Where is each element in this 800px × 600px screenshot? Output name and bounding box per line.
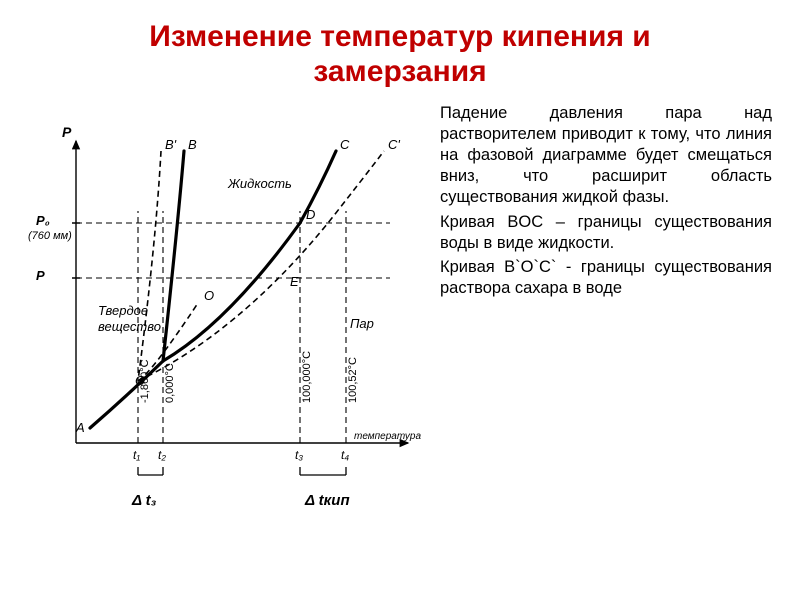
page-title: Изменение температур кипения и замерзани… [28, 20, 772, 89]
svg-text:(760 мм): (760 мм) [28, 230, 72, 242]
svg-text:t₄: t₄ [341, 448, 349, 462]
svg-text:100,52°C: 100,52°C [347, 357, 359, 403]
title-line-2: замерзания [313, 55, 486, 88]
svg-text:C': C' [388, 137, 400, 152]
svg-text:-1,860°C: -1,860°C [139, 359, 151, 403]
svg-text:Δ t₃: Δ t₃ [131, 492, 157, 509]
svg-text:100,000°C: 100,000°C [301, 351, 313, 403]
svg-text:A: A [75, 420, 85, 435]
svg-text:t₂: t₂ [158, 448, 166, 462]
svg-text:t₁: t₁ [133, 448, 140, 462]
svg-text:Пар: Пар [350, 316, 374, 331]
svg-text:Δ tкип: Δ tкип [304, 492, 350, 509]
title-line-1: Изменение температур кипения и [149, 20, 650, 53]
svg-text:Жидкость: Жидкость [227, 176, 292, 191]
svg-text:P: P [36, 268, 45, 283]
explanation-text: Падение давления пара над растворителем … [440, 103, 772, 538]
phase-diagram-chart: Pтемпература P₀ (760 мм) Pt₁ t₂ t₃ t₄ Твердоеве… [28, 103, 424, 538]
paragraph-1: Падение давления пара над растворителем … [440, 103, 772, 209]
chart-svg: Pтемпература P₀ (760 мм) Pt₁ t₂ t₃ t₄ Твердоеве… [28, 103, 424, 533]
svg-text:температура: температура [354, 431, 421, 442]
paragraph-2: Кривая BOC – границы существования воды … [440, 212, 772, 254]
svg-text:вещество: вещество [98, 319, 161, 334]
svg-text:E: E [290, 274, 299, 289]
svg-text:Твердое: Твердое [98, 303, 148, 318]
svg-text:B': B' [165, 137, 177, 152]
paragraph-3: Кривая B`O`C` - границы существования ра… [440, 257, 772, 299]
content-row: Pтемпература P₀ (760 мм) Pt₁ t₂ t₃ t₄ Твердоеве… [28, 103, 772, 538]
svg-text:D: D [306, 207, 315, 222]
svg-text:t₃: t₃ [295, 448, 303, 462]
svg-text:B: B [188, 137, 197, 152]
svg-text:P: P [62, 124, 72, 140]
svg-text:P₀: P₀ [36, 213, 50, 228]
svg-text:C: C [340, 137, 350, 152]
svg-text:0,000°C: 0,000°C [164, 363, 176, 403]
svg-text:O: O [204, 288, 214, 303]
